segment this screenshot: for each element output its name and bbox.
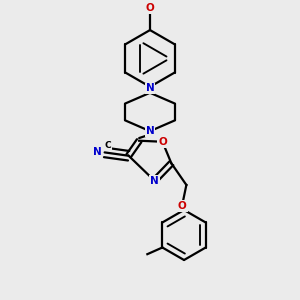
Text: O: O: [178, 201, 187, 211]
Text: N: N: [150, 176, 159, 186]
Text: N: N: [93, 147, 102, 157]
Text: N: N: [146, 126, 154, 136]
Text: N: N: [146, 83, 154, 94]
Text: O: O: [158, 137, 167, 147]
Text: O: O: [146, 3, 154, 13]
Text: C: C: [105, 141, 111, 150]
